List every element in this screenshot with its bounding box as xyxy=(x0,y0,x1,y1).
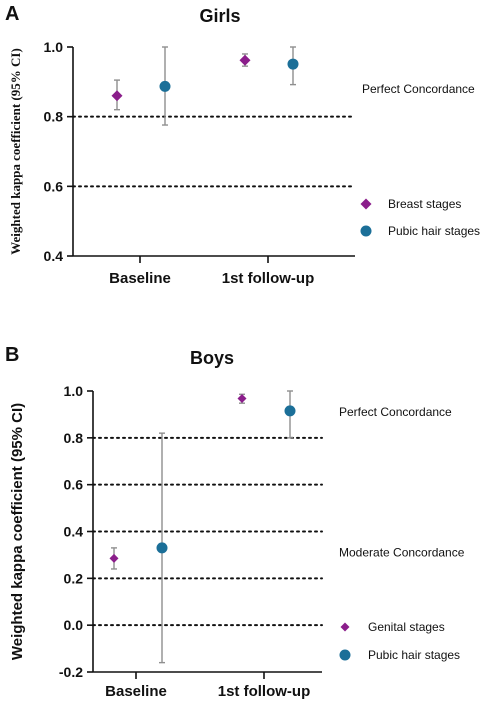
y-tick-label: 0.0 xyxy=(64,617,84,633)
legend-label: Genital stages xyxy=(368,620,445,634)
y-tick-label: -0.2 xyxy=(59,664,83,680)
y-tick-label: 0.6 xyxy=(44,178,64,194)
y-tick-label: 0.8 xyxy=(64,430,84,446)
data-point-circle xyxy=(287,58,299,70)
data-point-circle xyxy=(159,80,171,92)
y-tick-label: 0.6 xyxy=(64,477,84,493)
legend-marker-circle xyxy=(339,649,351,661)
data-point-diamond xyxy=(111,90,123,102)
x-tick-label: 1st follow-up xyxy=(222,270,315,287)
legend-label: Pubic hair stages xyxy=(388,224,480,238)
y-axis-label: Weighted kappa coefficient (95% CI) xyxy=(9,403,26,660)
annotation: Moderate Concordance xyxy=(339,546,465,560)
x-tick-label: 1st follow-up xyxy=(218,683,311,700)
y-tick-label: 1.0 xyxy=(64,383,84,399)
y-tick-label: 0.2 xyxy=(64,570,84,586)
chart-title: Boys xyxy=(190,348,234,368)
chart-title: Girls xyxy=(199,6,240,26)
annotation: Perfect Concordance xyxy=(362,82,475,96)
legend-marker-diamond xyxy=(340,622,350,632)
y-axis-label: Weighted kappa coefficient (95% CI) xyxy=(8,48,23,255)
data-point-diamond xyxy=(239,54,251,66)
panel-letter: A xyxy=(5,3,19,25)
data-point-diamond xyxy=(109,553,119,563)
x-tick-label: Baseline xyxy=(109,270,171,287)
legend-label: Breast stages xyxy=(388,197,461,211)
data-point-circle xyxy=(284,405,296,417)
annotation: Perfect Concordance xyxy=(339,405,452,419)
y-tick-label: 0.8 xyxy=(44,109,64,125)
panel-letter: B xyxy=(5,344,19,366)
legend-label: Pubic hair stages xyxy=(368,648,460,662)
y-tick-label: 1.0 xyxy=(44,39,64,55)
y-tick-label: 0.4 xyxy=(64,524,84,540)
legend-marker-circle xyxy=(360,225,372,237)
y-tick-label: 0.4 xyxy=(44,248,64,264)
legend-marker-diamond xyxy=(360,198,372,210)
x-tick-label: Baseline xyxy=(105,683,167,700)
data-point-diamond xyxy=(237,393,247,403)
data-point-circle xyxy=(156,542,168,554)
